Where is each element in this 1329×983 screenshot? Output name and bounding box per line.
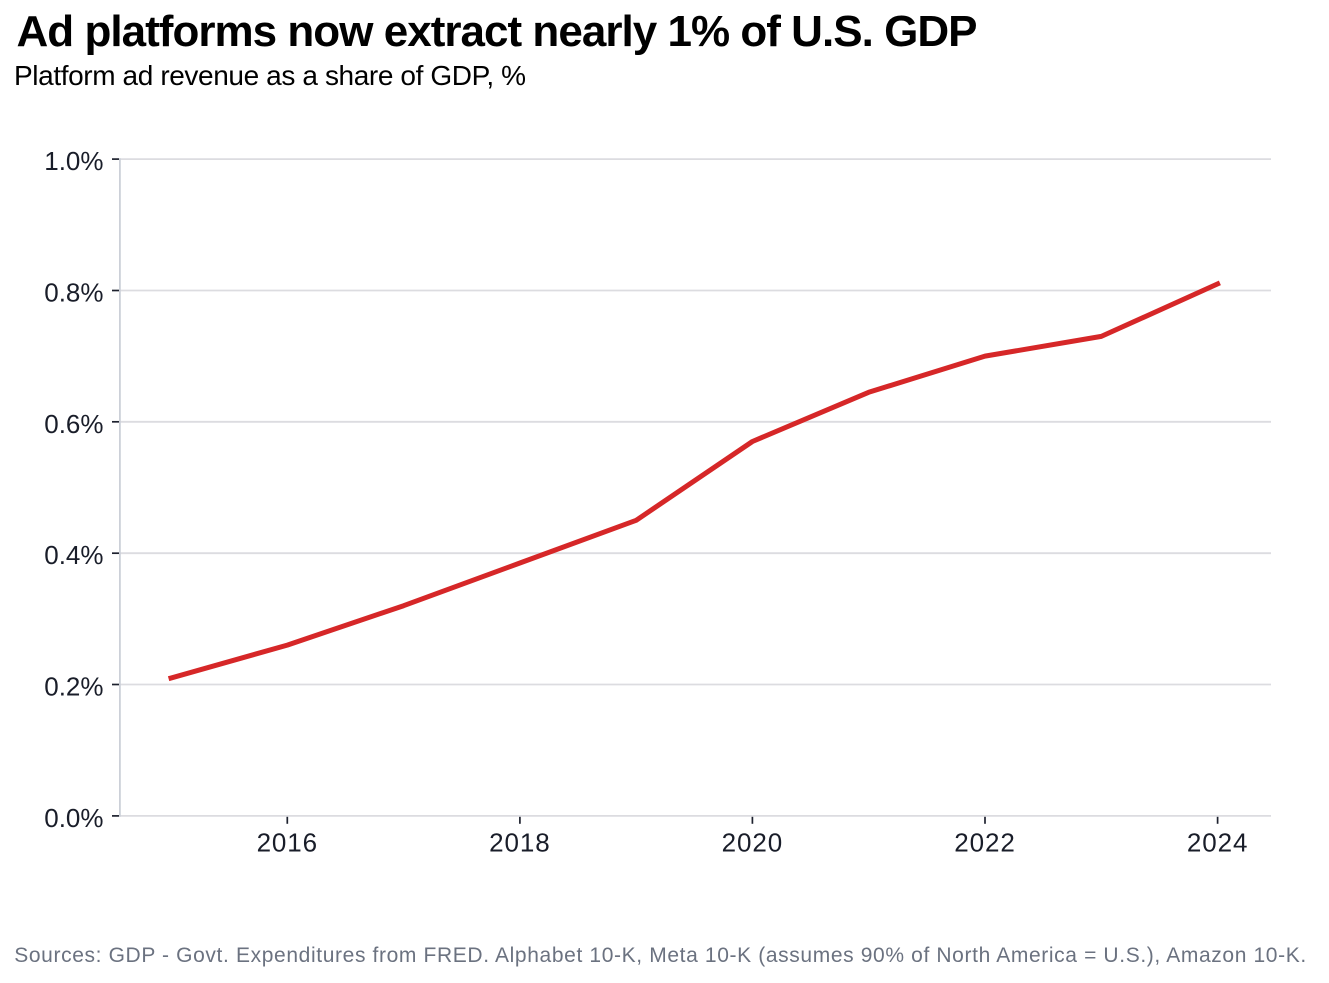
svg-text:0.4%: 0.4% [44, 540, 103, 570]
svg-text:1.0%: 1.0% [44, 146, 103, 176]
svg-text:0.8%: 0.8% [44, 278, 103, 308]
svg-text:0.0%: 0.0% [44, 803, 103, 833]
svg-text:0.6%: 0.6% [44, 409, 103, 439]
svg-text:2020: 2020 [722, 828, 783, 858]
svg-text:0.2%: 0.2% [44, 672, 103, 702]
svg-text:Platform ad revenue as a share: Platform ad revenue as a share of GDP, % [14, 60, 526, 91]
svg-text:2018: 2018 [489, 828, 550, 858]
svg-text:2016: 2016 [257, 828, 318, 858]
svg-text:2022: 2022 [954, 828, 1015, 858]
svg-text:Ad platforms now extract nearl: Ad platforms now extract nearly 1% of U.… [17, 7, 978, 56]
svg-text:2024: 2024 [1187, 828, 1248, 858]
svg-text:Sources: GDP - Govt. Expenditu: Sources: GDP - Govt. Expenditures from F… [14, 944, 1306, 967]
